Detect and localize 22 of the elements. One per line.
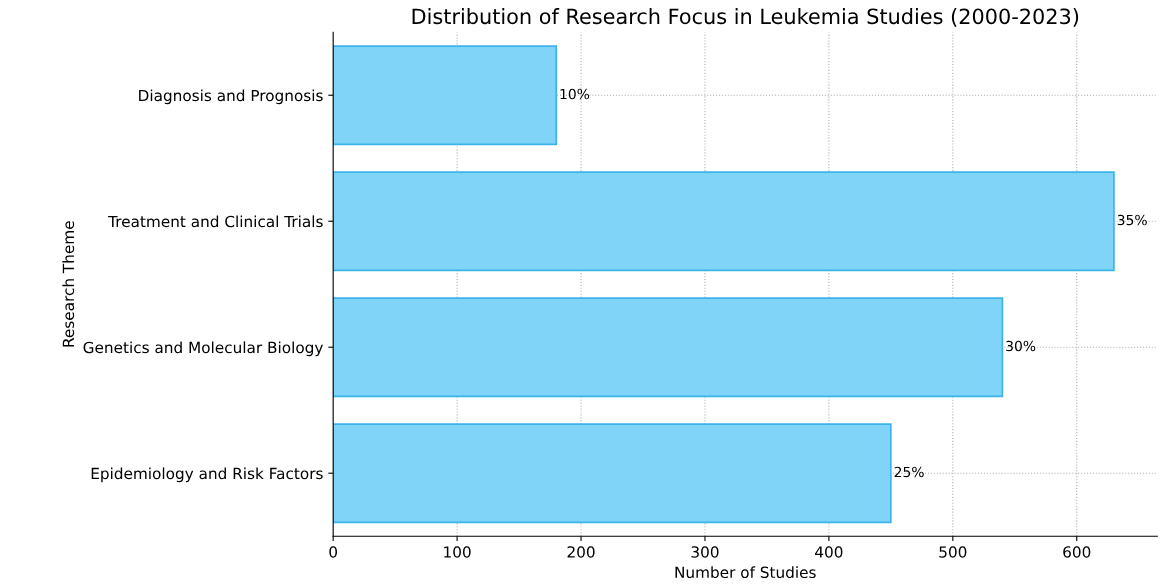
x-tick-label: 400 [815,546,843,558]
x-tick-label: 300 [691,546,719,558]
bar [333,45,558,146]
bar [333,423,892,524]
y-axis-title: Research Theme [62,221,75,347]
annotation: 10% [560,88,590,100]
x-tick-label: 500 [939,546,967,558]
x-tick-label: 600 [1063,546,1091,558]
bar [333,171,1115,272]
y-tick-label: Diagnosis and Prognosis [139,89,323,105]
y-tick-label: Genetics and Molecular Biology [83,341,323,357]
y-tick-label: Epidemiology and Risk Factors [91,467,323,483]
annotation: 25% [894,466,924,478]
x-tick-label: 200 [567,546,595,558]
x-axis-title: Number of Studies [675,566,816,579]
annotation: 35% [1117,214,1147,226]
chart-title: Distribution of Research Focus in Leukemia Studies (2000-2023) [412,8,1079,27]
x-tick-label: 100 [444,546,471,558]
annotation: 30% [1006,340,1036,352]
bar [333,297,1004,398]
x-tick-label: 0 [329,546,338,558]
y-tick-label: Treatment and Clinical Trials [108,215,323,228]
